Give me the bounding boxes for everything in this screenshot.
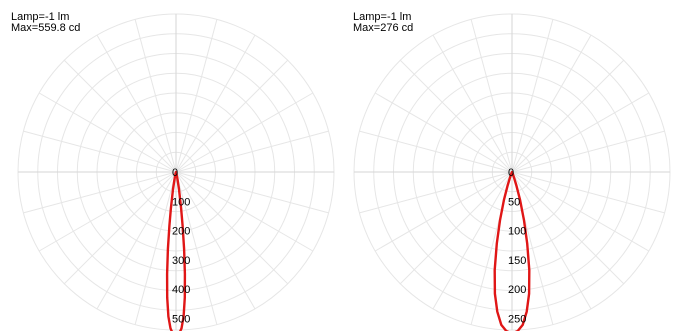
grid-spoke [470, 19, 513, 173]
grid-spoke [511, 34, 592, 173]
grid-spoke [175, 171, 218, 325]
grid-spoke [432, 34, 513, 173]
grid-spoke [399, 59, 513, 173]
radial-tick-label: 0 [172, 167, 178, 179]
grid-spoke [175, 171, 289, 285]
grid-spoke [374, 171, 513, 252]
grid-spoke [175, 171, 314, 252]
radial-tick-label: 200 [508, 284, 526, 296]
lamp-label: Lamp=-1 lm [353, 11, 412, 23]
radial-tick-label: 0 [508, 167, 514, 179]
info-box: Lamp=-1 lm Max=559.8 cd [11, 12, 80, 34]
lamp-label: Lamp=-1 lm [11, 11, 70, 23]
radial-tick-label: 100 [172, 196, 190, 208]
grid-spoke [175, 171, 329, 214]
grid-spoke [63, 171, 177, 285]
intensity-curve [493, 170, 531, 331]
grid-spoke [63, 59, 177, 173]
grid-spoke [511, 171, 592, 310]
radial-tick-label: 200 [172, 226, 190, 238]
grid-spoke [511, 19, 554, 173]
grid-spoke [134, 171, 177, 325]
grid-spoke [175, 92, 314, 173]
radial-tick-label: 50 [508, 196, 520, 208]
radial-tick-label: 150 [508, 255, 526, 267]
grid [17, 13, 335, 331]
grid-spoke [96, 34, 177, 173]
grid-spoke [134, 19, 177, 173]
grid-spoke [511, 171, 665, 214]
grid [353, 13, 671, 331]
grid-spoke [96, 171, 177, 310]
grid-spoke [511, 59, 625, 173]
grid-spoke [511, 92, 650, 173]
radial-tick-label: 400 [172, 284, 190, 296]
grid-spoke [175, 59, 289, 173]
grid-spoke [432, 171, 513, 310]
grid-spoke [511, 171, 625, 285]
radial-tick-label: 500 [172, 313, 190, 325]
grid-spoke [359, 130, 513, 173]
grid-spoke [175, 19, 218, 173]
radial-tick-label: 250 [508, 313, 526, 325]
grid-spoke [511, 130, 665, 173]
grid-spoke [38, 171, 177, 252]
radial-tick-label: 100 [508, 226, 526, 238]
intensity-curve [165, 170, 187, 331]
polar-plot-svg: 0 100 200 300 400 500 [17, 13, 335, 331]
max-label: Max=276 cd [353, 22, 414, 34]
grid-spoke [175, 34, 256, 173]
grid-spoke [23, 130, 177, 173]
radial-tick-label: 300 [172, 255, 190, 267]
polar-chart-right: 0 50 100 150 200 250 Lamp=-1 lm Max=276 cd [342, 0, 683, 331]
grid-spoke [511, 171, 650, 252]
info-box: Lamp=-1 lm Max=276 cd [353, 12, 413, 34]
grid-spoke [374, 92, 513, 173]
grid-spoke [38, 92, 177, 173]
grid-spoke [175, 130, 329, 173]
max-label: Max=559.8 cd [11, 22, 81, 34]
grid-spoke [23, 171, 177, 214]
polar-chart-left: 0 100 200 300 400 500 Lamp=-1 lm Max=559.8 cd [11, 12, 335, 331]
grid-spoke [399, 171, 513, 285]
grid-spoke [359, 171, 513, 214]
grid-spoke [175, 171, 256, 310]
polar-plot-svg: 0 50 100 150 200 250 [353, 13, 671, 331]
